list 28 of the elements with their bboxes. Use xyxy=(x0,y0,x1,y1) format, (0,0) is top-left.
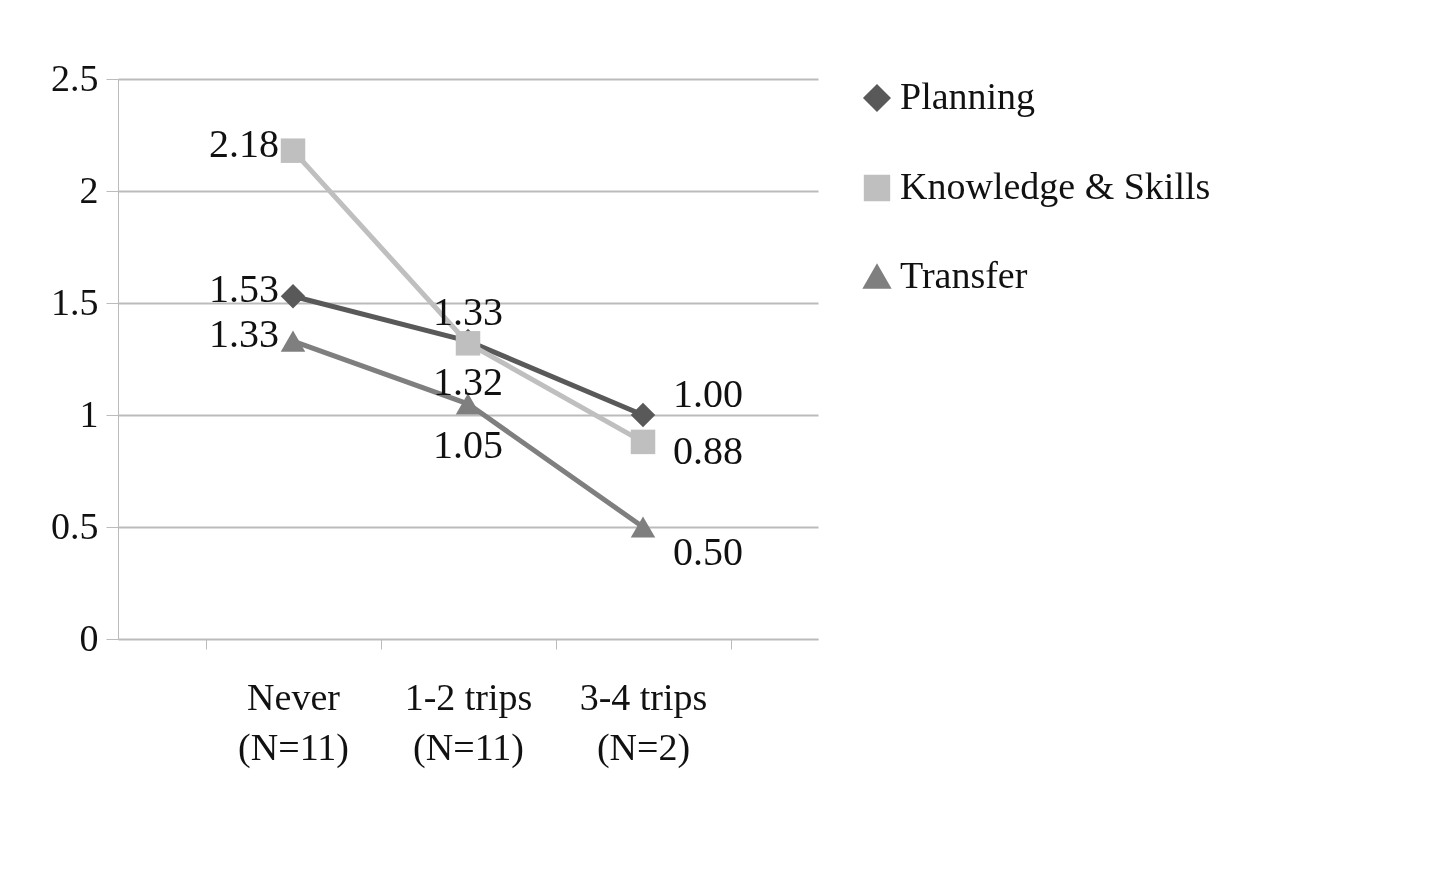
legend-label: Transfer xyxy=(900,254,1028,296)
legend-label: Planning xyxy=(900,75,1036,117)
point xyxy=(280,138,306,163)
point xyxy=(630,429,656,455)
point xyxy=(280,284,306,309)
x-tick-label: Never (N=11) xyxy=(238,675,349,769)
data-label: 2.18 xyxy=(209,120,279,166)
y-tick-label: 0 xyxy=(79,616,99,659)
point xyxy=(630,402,656,428)
data-label: 1.53 xyxy=(209,266,279,312)
x-tick-label: 1-2 trips (N=11) xyxy=(404,675,533,769)
data-label: 0.50 xyxy=(673,529,743,574)
x-tick-label: 3-4 trips (N=2) xyxy=(579,675,708,769)
y-tick-label: 2 xyxy=(79,168,99,211)
data-label: 0.88 xyxy=(673,427,743,473)
point xyxy=(630,516,656,538)
y-tick-label: 1.5 xyxy=(51,280,99,323)
point xyxy=(280,330,306,352)
y-tick-label: 2.5 xyxy=(51,56,99,99)
legend-label: Knowledge & Skills xyxy=(900,165,1211,207)
data-label: 1.32 xyxy=(433,359,503,405)
point xyxy=(455,393,481,415)
y-tick-label: 0.5 xyxy=(51,504,99,547)
y-tick-label: 1 xyxy=(79,392,99,435)
data-label: 1.33 xyxy=(433,289,503,335)
data-label: 1.33 xyxy=(209,311,279,357)
data-label: 1.00 xyxy=(673,371,743,416)
data-label: 1.05 xyxy=(433,421,503,467)
